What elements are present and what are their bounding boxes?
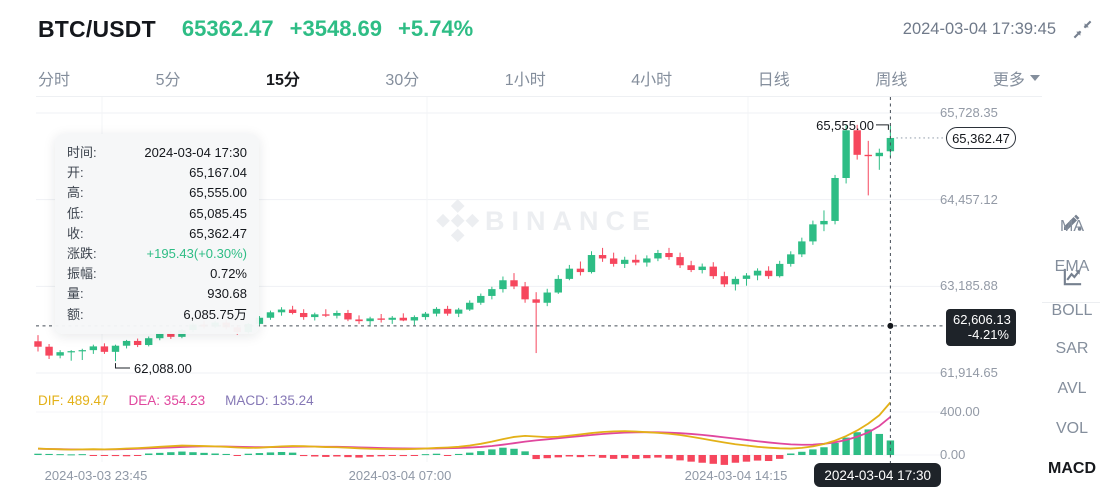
tab-label: 周线 <box>875 72 908 89</box>
sidebar-item-macd[interactable]: MACD <box>1048 460 1096 477</box>
tooltip-row: 收: 65,362.47 <box>67 224 247 244</box>
tooltip-row: 量: 930.68 <box>67 284 247 304</box>
crosshair-percent: -4.21% <box>967 327 1009 343</box>
sidebar-item-vol[interactable]: VOL <box>1055 420 1088 437</box>
tooltip-label: 收: <box>67 225 84 241</box>
price-axis-label: 64,457.12 <box>940 191 998 207</box>
tab-label: 更多 <box>992 72 1025 89</box>
tooltip-label: 高: <box>67 185 84 201</box>
tooltip-value: 0.72% <box>210 266 247 282</box>
tab-weekly[interactable]: 周线 <box>873 66 909 90</box>
tooltip-label: 时间: <box>67 145 97 160</box>
dea-value: DEA: 354.23 <box>128 393 206 408</box>
low-annotation: 62,088.00 <box>134 361 192 376</box>
tooltip-row: 振幅: 0.72% <box>67 264 247 284</box>
crosshair-price-box: 62,606.13 -4.21% <box>946 308 1016 346</box>
high-annotation: 65,555.00 <box>816 117 874 133</box>
tooltip-label: 量: <box>67 286 84 302</box>
tooltip-label: 低: <box>67 205 84 221</box>
tooltip-row: 低: 65,085.45 <box>67 204 247 224</box>
quote: 65362.47 +3548.69 +5.74% <box>182 16 473 42</box>
ohlc-tooltip: 时间: 2024-03-04 17:30 开: 65,167.04 高: 65,555.0… <box>55 134 259 334</box>
tooltip-row: 开: 65,167.04 <box>67 163 247 183</box>
tab-15m[interactable]: 15分 <box>264 66 302 90</box>
tooltip-value: 6,085.75万 <box>183 306 247 322</box>
tab-label: 15分 <box>266 72 300 89</box>
collapse-arrows-icon[interactable] <box>1072 19 1093 40</box>
tooltip-value: 65,555.00 <box>189 185 247 201</box>
tooltip-row: 时间: 2024-03-04 17:30 <box>67 143 247 163</box>
sidebar-item-avl[interactable]: AVL <box>1057 380 1087 397</box>
tab-timeshare[interactable]: 分时 <box>36 66 72 90</box>
crosshair-price: 62,606.13 <box>953 311 1011 327</box>
macd-value: MACD: 135.24 <box>225 393 314 408</box>
tooltip-row: 高: 65,555.00 <box>67 183 247 203</box>
last-price: 65362.47 <box>181 16 274 41</box>
tooltip-value: 2024-03-04 17:30 <box>144 145 247 160</box>
tab-1h[interactable]: 1小时 <box>503 66 548 90</box>
sidebar-item-boll[interactable]: BOLL <box>1051 302 1093 319</box>
tooltip-row: 额: 6,085.75万 <box>67 305 247 325</box>
tooltip-label: 开: <box>67 165 84 181</box>
caret-down-icon <box>1029 75 1040 81</box>
tab-label: 4小时 <box>631 72 673 89</box>
tab-daily[interactable]: 日线 <box>756 66 792 90</box>
crosshair-time-pill: 2024-03-04 17:30 <box>814 463 941 487</box>
tooltip-value: 65,085.45 <box>189 205 247 221</box>
price-axis-label: 61,914.65 <box>940 365 998 380</box>
dif-value: DIF: 489.47 <box>38 393 109 408</box>
sidebar-divider <box>1042 302 1100 303</box>
current-datetime: 2024-03-04 17:39:45 <box>902 19 1056 38</box>
pencil-icon[interactable] <box>1052 207 1092 237</box>
interval-tabbar: 分时 5分 15分 30分 1小时 4小时 日线 周线 更多 <box>36 60 1042 97</box>
tooltip-value: 65,362.47 <box>189 225 247 241</box>
symbol-title: BTC/USDT <box>38 15 156 42</box>
price-axis-label: 65,728.35 <box>940 105 998 120</box>
tab-label: 日线 <box>757 72 790 89</box>
last-price-pill: 65,362.47 <box>946 127 1016 150</box>
line-chart-icon[interactable] <box>1052 261 1092 291</box>
tooltip-row: 涨跌: +195.43(+0.30%) <box>67 244 247 264</box>
tab-more[interactable]: 更多 <box>991 66 1042 90</box>
price-change: +3548.69 <box>289 16 383 41</box>
time-axis-label: 2024-03-03 23:45 <box>44 468 148 483</box>
indicator-sidebar: MA EMA BOLL SAR AVL VOL MACD <box>1036 97 1111 495</box>
macd-axis-label: 0.00 <box>940 447 966 462</box>
time-axis-label: 2024-03-04 07:00 <box>348 468 452 483</box>
tab-label: 30分 <box>385 72 420 89</box>
tooltip-value: 65,167.04 <box>189 165 247 181</box>
sidebar-item-ema[interactable]: EMA <box>1054 258 1090 275</box>
macd-axis-label: 400.00 <box>940 404 980 419</box>
tooltip-label: 额: <box>67 306 84 322</box>
macd-legend: DIF: 489.47 DEA: 354.23 MACD: 135.24 <box>38 393 314 408</box>
time-axis-label: 2024-03-04 14:15 <box>684 468 788 483</box>
tab-30m[interactable]: 30分 <box>383 66 421 90</box>
tab-5m[interactable]: 5分 <box>154 66 183 90</box>
tab-label: 1小时 <box>504 72 546 89</box>
header-right: 2024-03-04 17:39:45 <box>903 19 1093 40</box>
price-axis-label: 63,185.88 <box>940 278 998 294</box>
sidebar-item-ma[interactable]: MA <box>1060 218 1084 235</box>
header: BTC/USDT 65362.47 +3548.69 +5.74% 2024-0… <box>38 8 1093 50</box>
price-change-percent: +5.74% <box>398 16 474 41</box>
tooltip-label: 振幅: <box>67 266 97 282</box>
sidebar-item-sar[interactable]: SAR <box>1055 340 1089 357</box>
tab-label: 5分 <box>155 72 181 89</box>
tab-label: 分时 <box>38 72 71 89</box>
tab-4h[interactable]: 4小时 <box>629 66 674 90</box>
tooltip-value: +195.43(+0.30%) <box>146 246 247 262</box>
tooltip-label: 涨跌: <box>67 246 97 262</box>
tooltip-value: 930.68 <box>207 286 247 302</box>
